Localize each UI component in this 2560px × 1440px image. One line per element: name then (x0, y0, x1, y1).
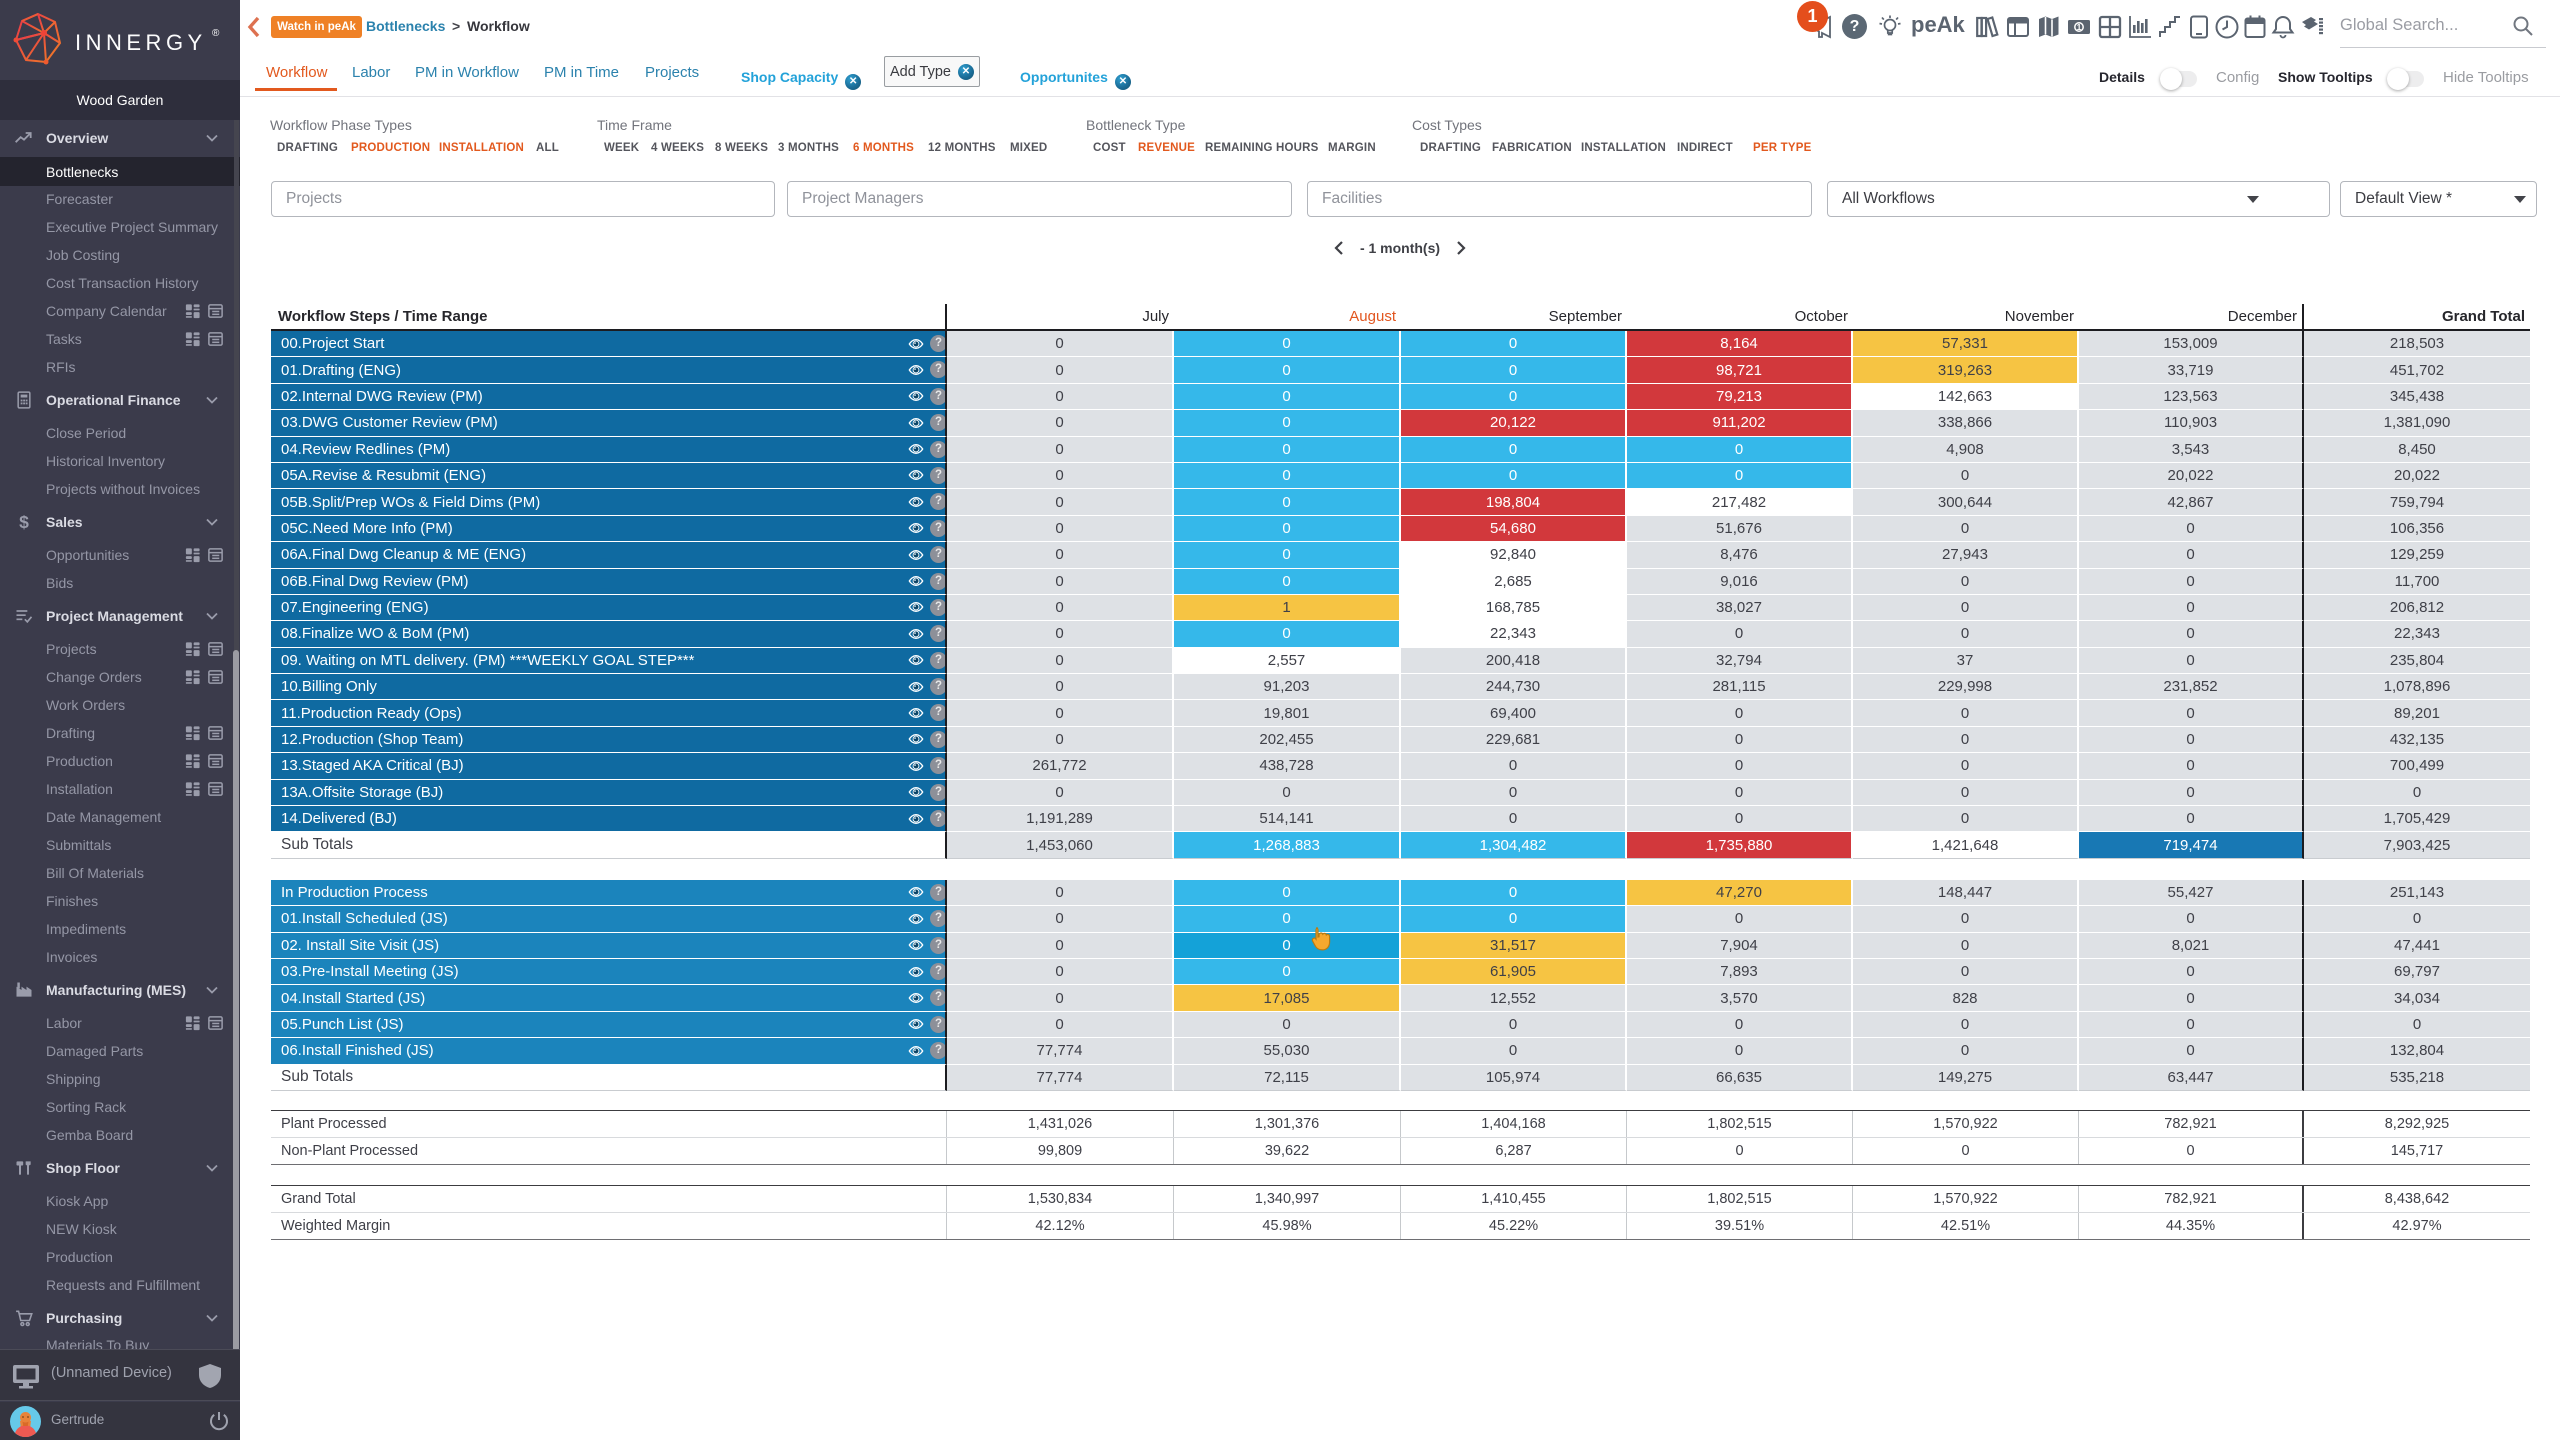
svg-text:$: $ (19, 512, 29, 532)
svg-text:®: ® (212, 28, 220, 39)
svg-text:INNERGY: INNERGY (75, 30, 207, 55)
svg-text:1: 1 (2077, 22, 2082, 32)
